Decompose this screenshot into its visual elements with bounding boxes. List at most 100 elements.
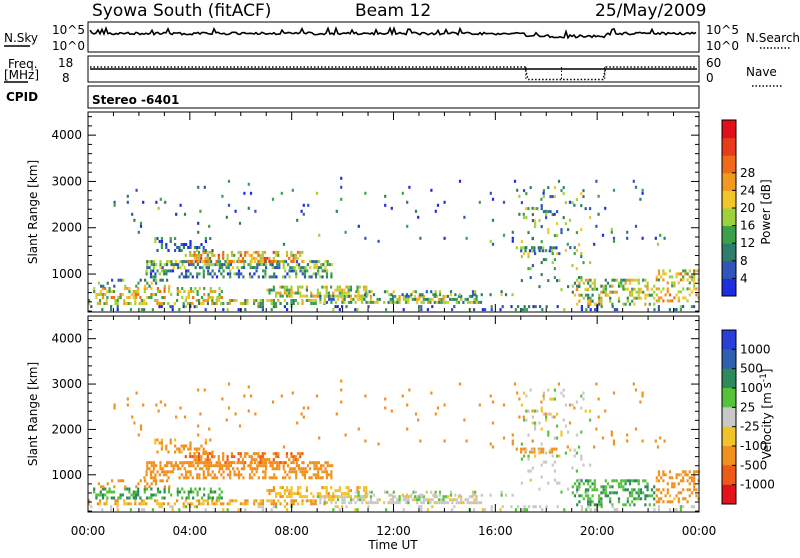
range-cell	[233, 499, 236, 503]
range-cell	[253, 299, 256, 302]
range-cell	[551, 195, 554, 199]
range-cell	[402, 294, 406, 298]
range-cell	[202, 246, 205, 249]
range-cell	[367, 501, 370, 505]
range-cell	[312, 299, 315, 302]
range-cell	[628, 302, 632, 306]
range-cell	[538, 219, 541, 223]
range-cell	[304, 467, 307, 471]
range-cell	[261, 259, 264, 263]
range-cell	[206, 253, 209, 257]
range-cell	[301, 294, 304, 298]
range-cell	[139, 496, 142, 500]
range-cell	[465, 439, 468, 443]
range-cell	[148, 485, 151, 489]
range-cell	[524, 450, 527, 454]
range-cell	[589, 479, 592, 483]
range-cell	[225, 418, 228, 422]
range-cell	[187, 269, 190, 273]
range-cell	[185, 243, 188, 246]
range-cell	[303, 473, 307, 477]
range-cell	[458, 293, 461, 297]
range-cell	[286, 302, 289, 305]
range-cell	[271, 400, 275, 404]
range-cell	[295, 263, 298, 267]
range-cell	[377, 442, 380, 446]
range-cell	[369, 495, 373, 499]
range-cell	[240, 473, 243, 477]
range-cell	[248, 473, 252, 477]
range-cell	[134, 502, 137, 506]
range-cell	[593, 278, 596, 282]
range-cell	[539, 450, 543, 454]
range-cell	[624, 482, 627, 486]
range-cell	[235, 272, 238, 276]
range-cell	[641, 391, 644, 395]
range-cell	[521, 508, 524, 512]
range-cell	[144, 278, 147, 282]
range-cell	[479, 501, 483, 505]
range-cell	[540, 197, 543, 201]
range-cell	[99, 499, 102, 503]
range-cell	[204, 240, 207, 243]
range-cell	[149, 476, 153, 480]
range-cell	[677, 491, 680, 495]
range-cell	[283, 291, 286, 295]
range-cell	[524, 249, 527, 253]
range-cell	[520, 442, 523, 446]
range-cell	[308, 476, 311, 480]
range-cell	[617, 497, 621, 501]
range-cell	[314, 275, 318, 279]
range-cell	[542, 246, 545, 250]
range-cell	[167, 290, 171, 293]
range-cell	[491, 218, 495, 222]
range-cell	[230, 259, 234, 263]
range-cell	[388, 293, 391, 297]
range-cell	[531, 219, 534, 223]
range-cell	[349, 489, 352, 493]
range-cell	[330, 294, 333, 298]
range-cell	[268, 458, 271, 462]
range-cell	[422, 297, 425, 301]
range-cell	[334, 300, 337, 304]
range-cell	[217, 455, 220, 459]
range-cell	[272, 502, 275, 506]
range-cell	[182, 302, 185, 305]
range-cell	[108, 287, 111, 290]
range-cell	[281, 285, 284, 289]
range-cell	[639, 400, 642, 404]
range-cell	[268, 489, 271, 493]
range-cell	[500, 293, 503, 297]
range-cell	[272, 499, 275, 503]
range-cell	[545, 216, 548, 220]
range-cell	[244, 259, 247, 263]
range-cell	[540, 273, 543, 277]
range-cell	[229, 263, 232, 267]
range-cell	[407, 495, 410, 499]
range-cell	[443, 236, 446, 240]
range-cell	[531, 206, 534, 210]
range-cell	[196, 290, 199, 293]
range-cell	[276, 263, 279, 267]
range-cell	[418, 505, 421, 509]
range-cell	[139, 296, 142, 299]
range-cell	[290, 489, 293, 493]
range-cell	[556, 279, 559, 283]
range-cell	[272, 486, 275, 490]
range-cell	[453, 297, 456, 301]
freq-tick-top: 18	[58, 56, 73, 70]
range-cell	[571, 290, 574, 294]
range-cell	[237, 508, 240, 512]
colorbar-segment	[722, 407, 736, 428]
range-cell	[650, 287, 654, 291]
range-cell	[656, 445, 660, 449]
range-cell	[626, 287, 629, 291]
range-cell	[164, 403, 167, 407]
range-cell	[254, 266, 257, 270]
range-cell	[213, 476, 216, 480]
range-cell	[690, 278, 694, 282]
range-cell	[365, 300, 368, 304]
range-cell	[597, 212, 600, 216]
colorbar-tick-label: -500	[740, 458, 767, 472]
